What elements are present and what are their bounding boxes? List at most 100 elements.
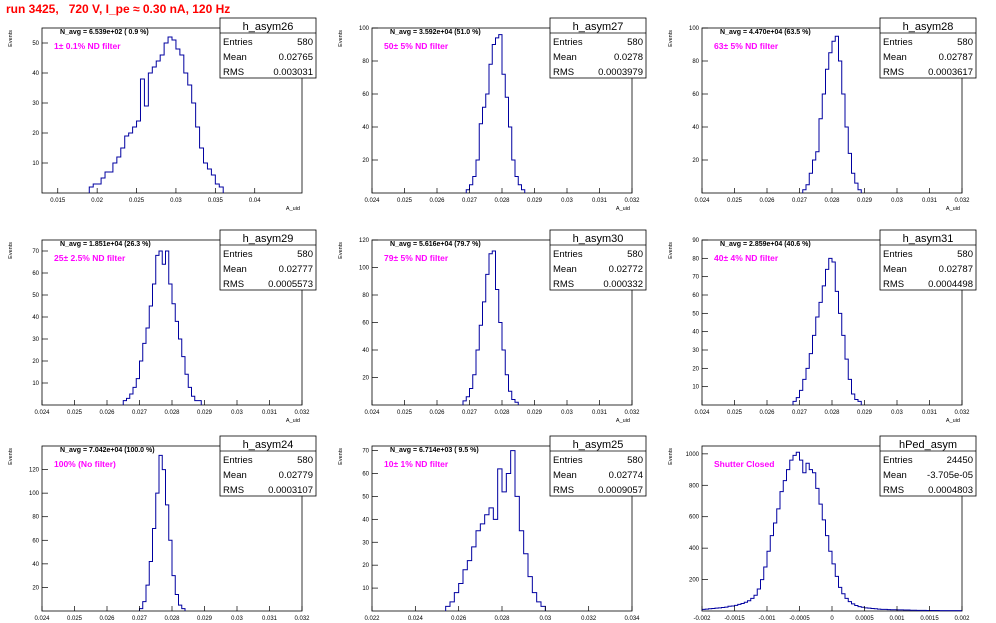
stats-value-entries: 580 — [297, 37, 313, 48]
x-tick-label: 0.032 — [954, 410, 970, 416]
histogram-pad-h_asym28: 0.024 0.025 0.026 0.027 0.028 0.029 0.03 0.031 0… — [668, 17, 977, 212]
y-tick-label: 50 — [362, 494, 369, 500]
stats-label-rms: RMS — [223, 485, 244, 496]
filter-annotation: 40± 4% ND filter — [714, 253, 779, 263]
histogram-line — [802, 35, 862, 193]
x-tick-label: 0.03 — [561, 198, 573, 204]
stats-label-entries: Entries — [883, 37, 913, 48]
y-tick-label: 60 — [32, 538, 39, 544]
histogram-pad-h_asym26: 0.015 0.02 0.025 0.03 0.035 0.04 10 20 30 40 50 A_u… — [8, 17, 317, 212]
stats-value-rms: 0.0003107 — [268, 485, 313, 496]
y-tick-label: 1000 — [686, 452, 700, 458]
y-tick-label: 80 — [362, 293, 369, 299]
stats-label-mean: Mean — [223, 52, 247, 63]
y-tick-label: 60 — [362, 92, 369, 98]
stats-title: hPed_asym — [899, 439, 957, 451]
stats-value-mean: 0.02779 — [279, 470, 313, 481]
stats-label-entries: Entries — [223, 249, 253, 260]
y-tick-label: 20 — [32, 585, 39, 591]
navg-label: N_avg = 4.470e+04 (63.5 %) — [720, 29, 811, 36]
x-tick-label: 0.027 — [462, 198, 478, 204]
histogram-pad-h_asym27: 0.024 0.025 0.026 0.027 0.028 0.029 0.03 0.031 0… — [338, 17, 647, 212]
x-tick-label: 0.026 — [99, 616, 115, 622]
stats-value-mean: 0.02787 — [939, 264, 973, 275]
x-tick-label: -0.0015 — [724, 616, 745, 622]
histogram-line — [701, 451, 963, 612]
x-tick-label: -0.002 — [693, 616, 711, 622]
x-tick-label: 0.024 — [34, 616, 50, 622]
y-tick-label: 20 — [692, 366, 699, 372]
stats-title: h_asym30 — [573, 233, 624, 245]
stats-title: h_asym28 — [903, 21, 954, 33]
stats-box — [219, 229, 317, 291]
stats-value-entries: 24450 — [947, 455, 973, 466]
histogram-pad-h_asym29: 0.024 0.025 0.026 0.027 0.028 0.029 0.03 0.031 0… — [8, 229, 317, 424]
y-tick-label: 80 — [692, 256, 699, 262]
y-tick-label: 100 — [359, 26, 370, 32]
stats-value-mean: 0.02774 — [609, 470, 643, 481]
stats-value-entries: 580 — [297, 249, 313, 260]
histogram-pad-hPed_asym: -0.002 -0.0015 -0.001 -0.0005 0 0.0005 0.001 0.… — [668, 435, 977, 622]
x-tick-label: 0.024 — [364, 198, 380, 204]
x-tick-label: 0.031 — [592, 410, 608, 416]
x-tick-label: -0.0005 — [789, 616, 810, 622]
stats-box — [879, 229, 977, 291]
stats-value-rms: 0.0004803 — [928, 485, 973, 496]
y-tick-label: 10 — [32, 161, 39, 167]
stats-title: h_asym26 — [243, 21, 294, 33]
stats-title: h_asym31 — [903, 233, 954, 245]
y-tick-label: 40 — [32, 71, 39, 77]
x-tick-label: 0.032 — [624, 198, 640, 204]
x-tick-label: 0.03 — [231, 410, 243, 416]
x-tick-label: 0.015 — [50, 198, 66, 204]
x-tick-label: 0.025 — [397, 198, 413, 204]
x-tick-label: 0.035 — [208, 198, 224, 204]
stats-label-entries: Entries — [883, 249, 913, 260]
stats-label-mean: Mean — [883, 264, 907, 275]
x-tick-label: 0.025 — [727, 198, 743, 204]
x-tick-label: 0.026 — [429, 410, 445, 416]
y-axis-label: Events — [8, 448, 14, 465]
x-tick-label: 0.025 — [67, 616, 83, 622]
plot-frame — [41, 27, 303, 194]
x-tick-label: 0.025 — [129, 198, 145, 204]
x-axis-label: A_uid — [286, 418, 300, 424]
stats-box — [549, 435, 647, 497]
stats-value-mean: 0.02772 — [609, 264, 643, 275]
x-tick-label: 0.025 — [67, 410, 83, 416]
x-tick-label: 0.02 — [91, 198, 103, 204]
stats-box — [879, 17, 977, 79]
y-tick-label: 40 — [32, 562, 39, 568]
histogram-line — [465, 34, 526, 193]
stats-label-mean: Mean — [553, 264, 577, 275]
y-tick-label: 20 — [362, 376, 369, 382]
x-tick-label: 0.024 — [34, 410, 50, 416]
x-tick-label: 0.0015 — [920, 616, 939, 622]
histogram-line — [88, 36, 224, 193]
stats-box — [219, 17, 317, 79]
x-tick-label: 0.024 — [408, 616, 424, 622]
x-tick-label: 0.029 — [197, 410, 213, 416]
stats-label-mean: Mean — [883, 52, 907, 63]
filter-annotation: 79± 5% ND filter — [384, 253, 449, 263]
y-tick-label: 40 — [692, 330, 699, 336]
stats-label-entries: Entries — [553, 37, 583, 48]
y-tick-label: 30 — [362, 540, 369, 546]
x-tick-label: 0.031 — [262, 616, 278, 622]
x-tick-label: 0.031 — [922, 410, 938, 416]
stats-label-entries: Entries — [223, 37, 253, 48]
y-tick-label: 400 — [689, 546, 700, 552]
stats-label-entries: Entries — [553, 455, 583, 466]
x-tick-label: 0.001 — [889, 616, 905, 622]
navg-label: N_avg = 3.592e+04 (51.0 %) — [390, 29, 481, 36]
y-tick-label: 70 — [362, 449, 369, 455]
x-tick-label: 0.027 — [132, 410, 148, 416]
stats-value-entries: 580 — [627, 455, 643, 466]
y-tick-label: 20 — [32, 131, 39, 137]
x-tick-label: 0.032 — [581, 616, 597, 622]
y-tick-label: 60 — [32, 271, 39, 277]
y-tick-label: 50 — [32, 41, 39, 47]
x-tick-label: 0.031 — [922, 198, 938, 204]
histogram-line — [445, 450, 546, 611]
histogram-pad-h_asym30: 0.024 0.025 0.026 0.027 0.028 0.029 0.03 0.031 0… — [338, 229, 647, 424]
